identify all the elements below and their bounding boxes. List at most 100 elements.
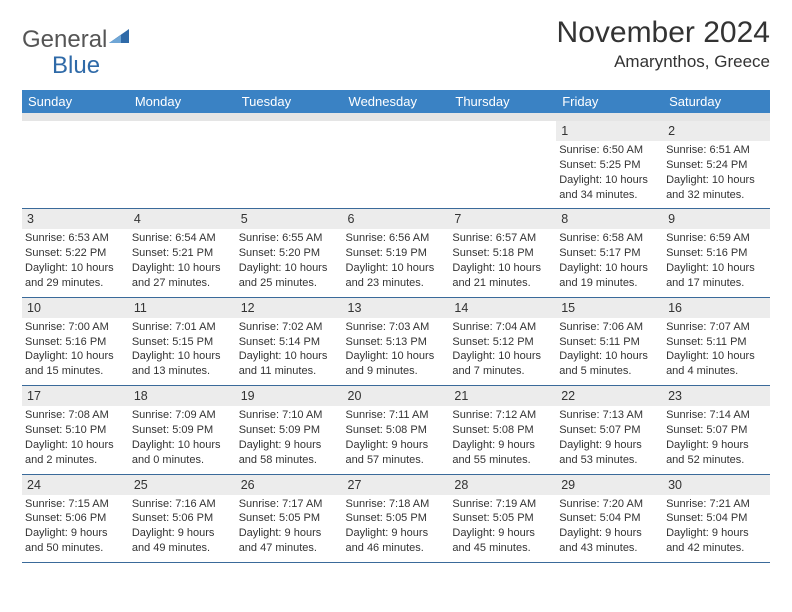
- daylight-text: Daylight: 10 hours and 34 minutes.: [559, 173, 660, 203]
- day-number: 6: [348, 212, 355, 226]
- daynum-bar: 11: [129, 298, 236, 318]
- sunrise-text: Sunrise: 7:16 AM: [132, 497, 233, 512]
- day-number: 26: [241, 478, 255, 492]
- day-info: Sunrise: 6:53 AMSunset: 5:22 PMDaylight:…: [25, 231, 126, 290]
- day-number: 15: [561, 301, 575, 315]
- sunset-text: Sunset: 5:05 PM: [452, 511, 553, 526]
- day-info: Sunrise: 7:02 AMSunset: 5:14 PMDaylight:…: [239, 320, 340, 379]
- daynum-bar: 18: [129, 386, 236, 406]
- daylight-text: Daylight: 9 hours and 42 minutes.: [666, 526, 767, 556]
- calendar-week-row: 1Sunrise: 6:50 AMSunset: 5:25 PMDaylight…: [22, 121, 770, 209]
- day-info: Sunrise: 7:13 AMSunset: 5:07 PMDaylight:…: [559, 408, 660, 467]
- sunrise-text: Sunrise: 7:10 AM: [239, 408, 340, 423]
- day-number: 3: [27, 212, 34, 226]
- daylight-text: Daylight: 10 hours and 29 minutes.: [25, 261, 126, 291]
- daynum-bar: 14: [449, 298, 556, 318]
- sunset-text: Sunset: 5:07 PM: [666, 423, 767, 438]
- calendar-cell: 23Sunrise: 7:14 AMSunset: 5:07 PMDayligh…: [663, 386, 770, 474]
- daylight-text: Daylight: 10 hours and 5 minutes.: [559, 349, 660, 379]
- daylight-text: Daylight: 9 hours and 57 minutes.: [346, 438, 447, 468]
- sunrise-text: Sunrise: 6:59 AM: [666, 231, 767, 246]
- sunset-text: Sunset: 5:09 PM: [132, 423, 233, 438]
- day-info: Sunrise: 7:03 AMSunset: 5:13 PMDaylight:…: [346, 320, 447, 379]
- sunset-text: Sunset: 5:14 PM: [239, 335, 340, 350]
- daynum-bar: 17: [22, 386, 129, 406]
- daynum-bar: 27: [343, 475, 450, 495]
- daylight-text: Daylight: 9 hours and 53 minutes.: [559, 438, 660, 468]
- day-info: Sunrise: 7:11 AMSunset: 5:08 PMDaylight:…: [346, 408, 447, 467]
- day-number: 30: [668, 478, 682, 492]
- day-number: 20: [348, 389, 362, 403]
- sunset-text: Sunset: 5:17 PM: [559, 246, 660, 261]
- daynum-bar: 30: [663, 475, 770, 495]
- daylight-text: Daylight: 9 hours and 58 minutes.: [239, 438, 340, 468]
- day-info: Sunrise: 7:00 AMSunset: 5:16 PMDaylight:…: [25, 320, 126, 379]
- sunset-text: Sunset: 5:12 PM: [452, 335, 553, 350]
- calendar-cell: 20 Sunrise: 7:11 AMSunset: 5:08 PMDayligh…: [343, 386, 450, 474]
- sunrise-text: Sunrise: 6:58 AM: [559, 231, 660, 246]
- day-info: Sunrise: 6:54 AMSunset: 5:21 PMDaylight:…: [132, 231, 233, 290]
- sunrise-text: Sunrise: 7:14 AM: [666, 408, 767, 423]
- day-info: Sunrise: 6:59 AMSunset: 5:16 PMDaylight:…: [666, 231, 767, 290]
- day-number: 1: [561, 124, 568, 138]
- day-number: 28: [454, 478, 468, 492]
- daynum-bar: 21: [449, 386, 556, 406]
- sunset-text: Sunset: 5:08 PM: [452, 423, 553, 438]
- daylight-text: Daylight: 9 hours and 52 minutes.: [666, 438, 767, 468]
- sunset-text: Sunset: 5:15 PM: [132, 335, 233, 350]
- daylight-text: Daylight: 10 hours and 15 minutes.: [25, 349, 126, 379]
- day-info: Sunrise: 6:56 AMSunset: 5:19 PMDaylight:…: [346, 231, 447, 290]
- daylight-text: Daylight: 10 hours and 27 minutes.: [132, 261, 233, 291]
- daynum-bar: 16: [663, 298, 770, 318]
- day-info: Sunrise: 7:18 AMSunset: 5:05 PMDaylight:…: [346, 497, 447, 556]
- daynum-bar: 24: [22, 475, 129, 495]
- calendar-cell: 25Sunrise: 7:16 AMSunset: 5:06 PMDayligh…: [129, 474, 236, 562]
- calendar-cell: [129, 121, 236, 209]
- daynum-bar: 15: [556, 298, 663, 318]
- calendar-cell: 10 Sunrise: 7:00 AMSunset: 5:16 PMDayligh…: [22, 297, 129, 385]
- daynum-bar: 19: [236, 386, 343, 406]
- daynum-bar: 29: [556, 475, 663, 495]
- sunrise-text: Sunrise: 7:15 AM: [25, 497, 126, 512]
- brand-part2: Blue: [52, 52, 100, 80]
- sunrise-text: Sunrise: 7:17 AM: [239, 497, 340, 512]
- day-number: 10: [27, 301, 41, 315]
- day-number: 5: [241, 212, 248, 226]
- daynum-bar: 3: [22, 209, 129, 229]
- day-header: Monday: [129, 90, 236, 113]
- daynum-bar: 26: [236, 475, 343, 495]
- sunrise-text: Sunrise: 7:01 AM: [132, 320, 233, 335]
- sunset-text: Sunset: 5:25 PM: [559, 158, 660, 173]
- day-info: Sunrise: 7:08 AMSunset: 5:10 PMDaylight:…: [25, 408, 126, 467]
- calendar-cell: 17Sunrise: 7:08 AMSunset: 5:10 PMDayligh…: [22, 386, 129, 474]
- daynum-bar: 5: [236, 209, 343, 229]
- calendar-cell: 22Sunrise: 7:13 AMSunset: 5:07 PMDayligh…: [556, 386, 663, 474]
- day-header-row: SundayMondayTuesdayWednesdayThursdayFrid…: [22, 90, 770, 113]
- daynum-bar: 9: [663, 209, 770, 229]
- sunset-text: Sunset: 5:06 PM: [25, 511, 126, 526]
- sunrise-text: Sunrise: 6:51 AM: [666, 143, 767, 158]
- calendar-week-row: 10 Sunrise: 7:00 AMSunset: 5:16 PMDayligh…: [22, 297, 770, 385]
- daynum-bar: 2: [663, 121, 770, 141]
- daylight-text: Daylight: 9 hours and 50 minutes.: [25, 526, 126, 556]
- daylight-text: Daylight: 9 hours and 45 minutes.: [452, 526, 553, 556]
- calendar-table: SundayMondayTuesdayWednesdayThursdayFrid…: [22, 90, 770, 563]
- day-info: Sunrise: 7:15 AMSunset: 5:06 PMDaylight:…: [25, 497, 126, 556]
- day-header: Thursday: [449, 90, 556, 113]
- day-info: Sunrise: 6:58 AMSunset: 5:17 PMDaylight:…: [559, 231, 660, 290]
- day-number: 8: [561, 212, 568, 226]
- sunset-text: Sunset: 5:16 PM: [666, 246, 767, 261]
- day-number: 2: [668, 124, 675, 138]
- day-number: 25: [134, 478, 148, 492]
- calendar-week-row: 3 Sunrise: 6:53 AMSunset: 5:22 PMDaylight…: [22, 209, 770, 297]
- daynum-bar: 8: [556, 209, 663, 229]
- calendar-week-row: 24Sunrise: 7:15 AMSunset: 5:06 PMDayligh…: [22, 474, 770, 562]
- sunrise-text: Sunrise: 7:07 AM: [666, 320, 767, 335]
- calendar-cell: 11Sunrise: 7:01 AMSunset: 5:15 PMDayligh…: [129, 297, 236, 385]
- sunrise-text: Sunrise: 6:54 AM: [132, 231, 233, 246]
- location: Amarynthos, Greece: [557, 52, 770, 72]
- calendar-cell: 9Sunrise: 6:59 AMSunset: 5:16 PMDaylight…: [663, 209, 770, 297]
- day-header: Wednesday: [343, 90, 450, 113]
- sunrise-text: Sunrise: 7:18 AM: [346, 497, 447, 512]
- daylight-text: Daylight: 10 hours and 0 minutes.: [132, 438, 233, 468]
